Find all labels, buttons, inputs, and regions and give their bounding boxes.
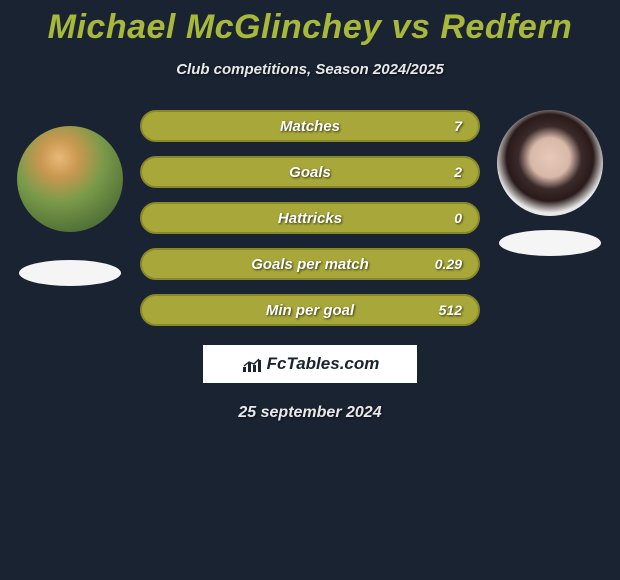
stat-label: Hattricks — [278, 210, 342, 227]
stat-value: 0.29 — [435, 256, 462, 272]
player-left-column — [6, 110, 134, 286]
stat-label: Min per goal — [266, 302, 354, 319]
player-right-shadow — [499, 230, 601, 256]
comparison-card: Michael McGlinchey vs Redfern Club compe… — [0, 0, 620, 422]
player-right-avatar — [497, 110, 603, 216]
main-row: Matches 7 Goals 2 Hattricks 0 Goals per … — [0, 110, 620, 340]
player-left-shadow — [19, 260, 121, 286]
player-right-column — [486, 110, 614, 256]
brand-box[interactable]: FcTables.com — [202, 344, 418, 384]
stat-label: Matches — [280, 118, 340, 135]
stat-value: 512 — [439, 302, 462, 318]
stat-value: 2 — [454, 164, 462, 180]
stat-value: 7 — [454, 118, 462, 134]
brand-label: FcTables.com — [267, 354, 380, 374]
stat-value: 0 — [454, 210, 462, 226]
stat-bar-goals-per-match: Goals per match 0.29 — [140, 248, 480, 280]
stat-bar-min-per-goal: Min per goal 512 — [140, 294, 480, 326]
stat-bar-matches: Matches 7 — [140, 110, 480, 142]
subtitle: Club competitions, Season 2024/2025 — [0, 61, 620, 78]
stat-bar-hattricks: Hattricks 0 — [140, 202, 480, 234]
chart-icon — [241, 355, 263, 373]
player-left-avatar — [17, 126, 123, 232]
stat-bar-goals: Goals 2 — [140, 156, 480, 188]
stat-label: Goals — [289, 164, 331, 181]
stat-label: Goals per match — [251, 256, 369, 273]
date-line: 25 september 2024 — [0, 404, 620, 422]
page-title: Michael McGlinchey vs Redfern — [0, 8, 620, 47]
stats-column: Matches 7 Goals 2 Hattricks 0 Goals per … — [134, 110, 486, 340]
